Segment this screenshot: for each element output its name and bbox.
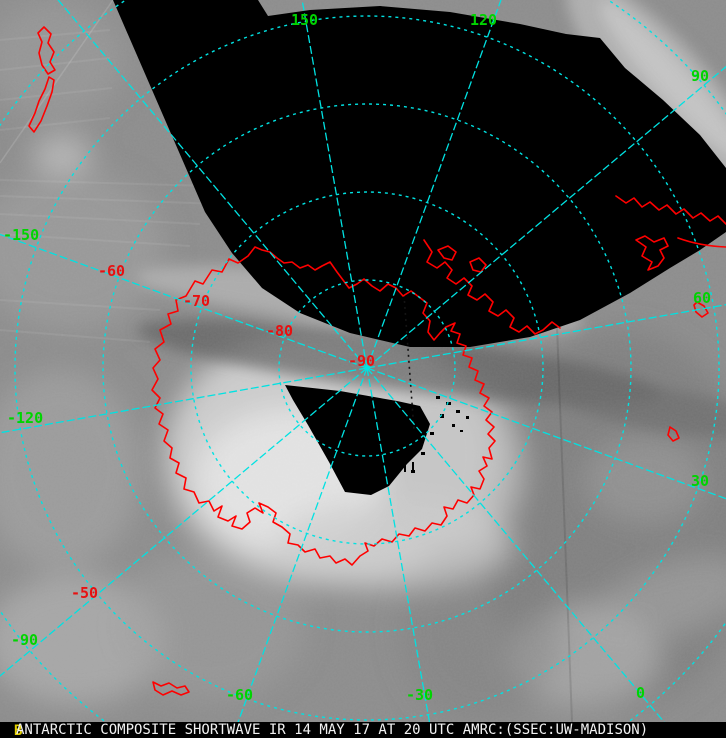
meridian-line--90 [0, 367, 368, 677]
meridian-line--60 [231, 367, 368, 738]
meridian-line-150 [301, 0, 368, 369]
latitude-label: -80 [266, 322, 293, 340]
meridian-line--120 [0, 367, 368, 434]
meridian-line-120 [366, 0, 502, 369]
longitude-label: 30 [691, 472, 709, 490]
scan-edge-dotted-line [403, 294, 415, 431]
longitude-label: -150 [3, 226, 39, 244]
station-marker-b: B [14, 723, 23, 738]
coordinate-labels: 150 120 90 60 30 0 -30 -60 -90 -120 -150 -50 -60 -70 -… [3, 11, 711, 704]
longitude-label: 0 [636, 684, 645, 702]
meridian-line-30 [366, 367, 726, 500]
latitude-label: -90 [348, 352, 375, 370]
longitude-label: -30 [406, 686, 433, 704]
meridian-line--150 [0, 233, 368, 369]
island-small-2 [667, 426, 680, 442]
meridian-line-60 [366, 304, 726, 369]
longitude-label: 120 [470, 11, 497, 29]
island-small-3 [152, 681, 190, 696]
longitude-label: 60 [693, 289, 711, 307]
longitude-label: 90 [691, 67, 709, 85]
latitude-circle [190, 191, 544, 545]
no-data-sector [113, 0, 726, 347]
longitude-label: -60 [226, 686, 253, 704]
coastline-peninsula [423, 239, 561, 335]
meridian-line-0 [366, 367, 679, 738]
latitude-label: -70 [183, 292, 210, 310]
latitude-circle [278, 279, 456, 457]
longitude-label: 150 [291, 11, 318, 29]
meridian-line-90 [366, 65, 726, 369]
longitude-label: -120 [7, 409, 43, 427]
latitude-label: -50 [71, 584, 98, 602]
meridian-line-180 [57, 0, 368, 369]
coastline-new-zealand [28, 26, 56, 133]
longitude-label: -90 [11, 631, 38, 649]
caption-text: ANTARCTIC COMPOSITE SHORTWAVE IR 14 MAY … [16, 722, 649, 738]
latitude-label: -60 [98, 262, 125, 280]
no-data-triangle [285, 385, 430, 495]
latitude-circle [102, 103, 632, 633]
island-small-1 [693, 301, 709, 318]
meridian-line--30 [366, 367, 433, 738]
caption-bar: B ANTARCTIC COMPOSITE SHORTWAVE IR 14 MA… [0, 722, 726, 738]
latitude-circle [14, 15, 720, 721]
coastline-upper-right [615, 195, 726, 225]
